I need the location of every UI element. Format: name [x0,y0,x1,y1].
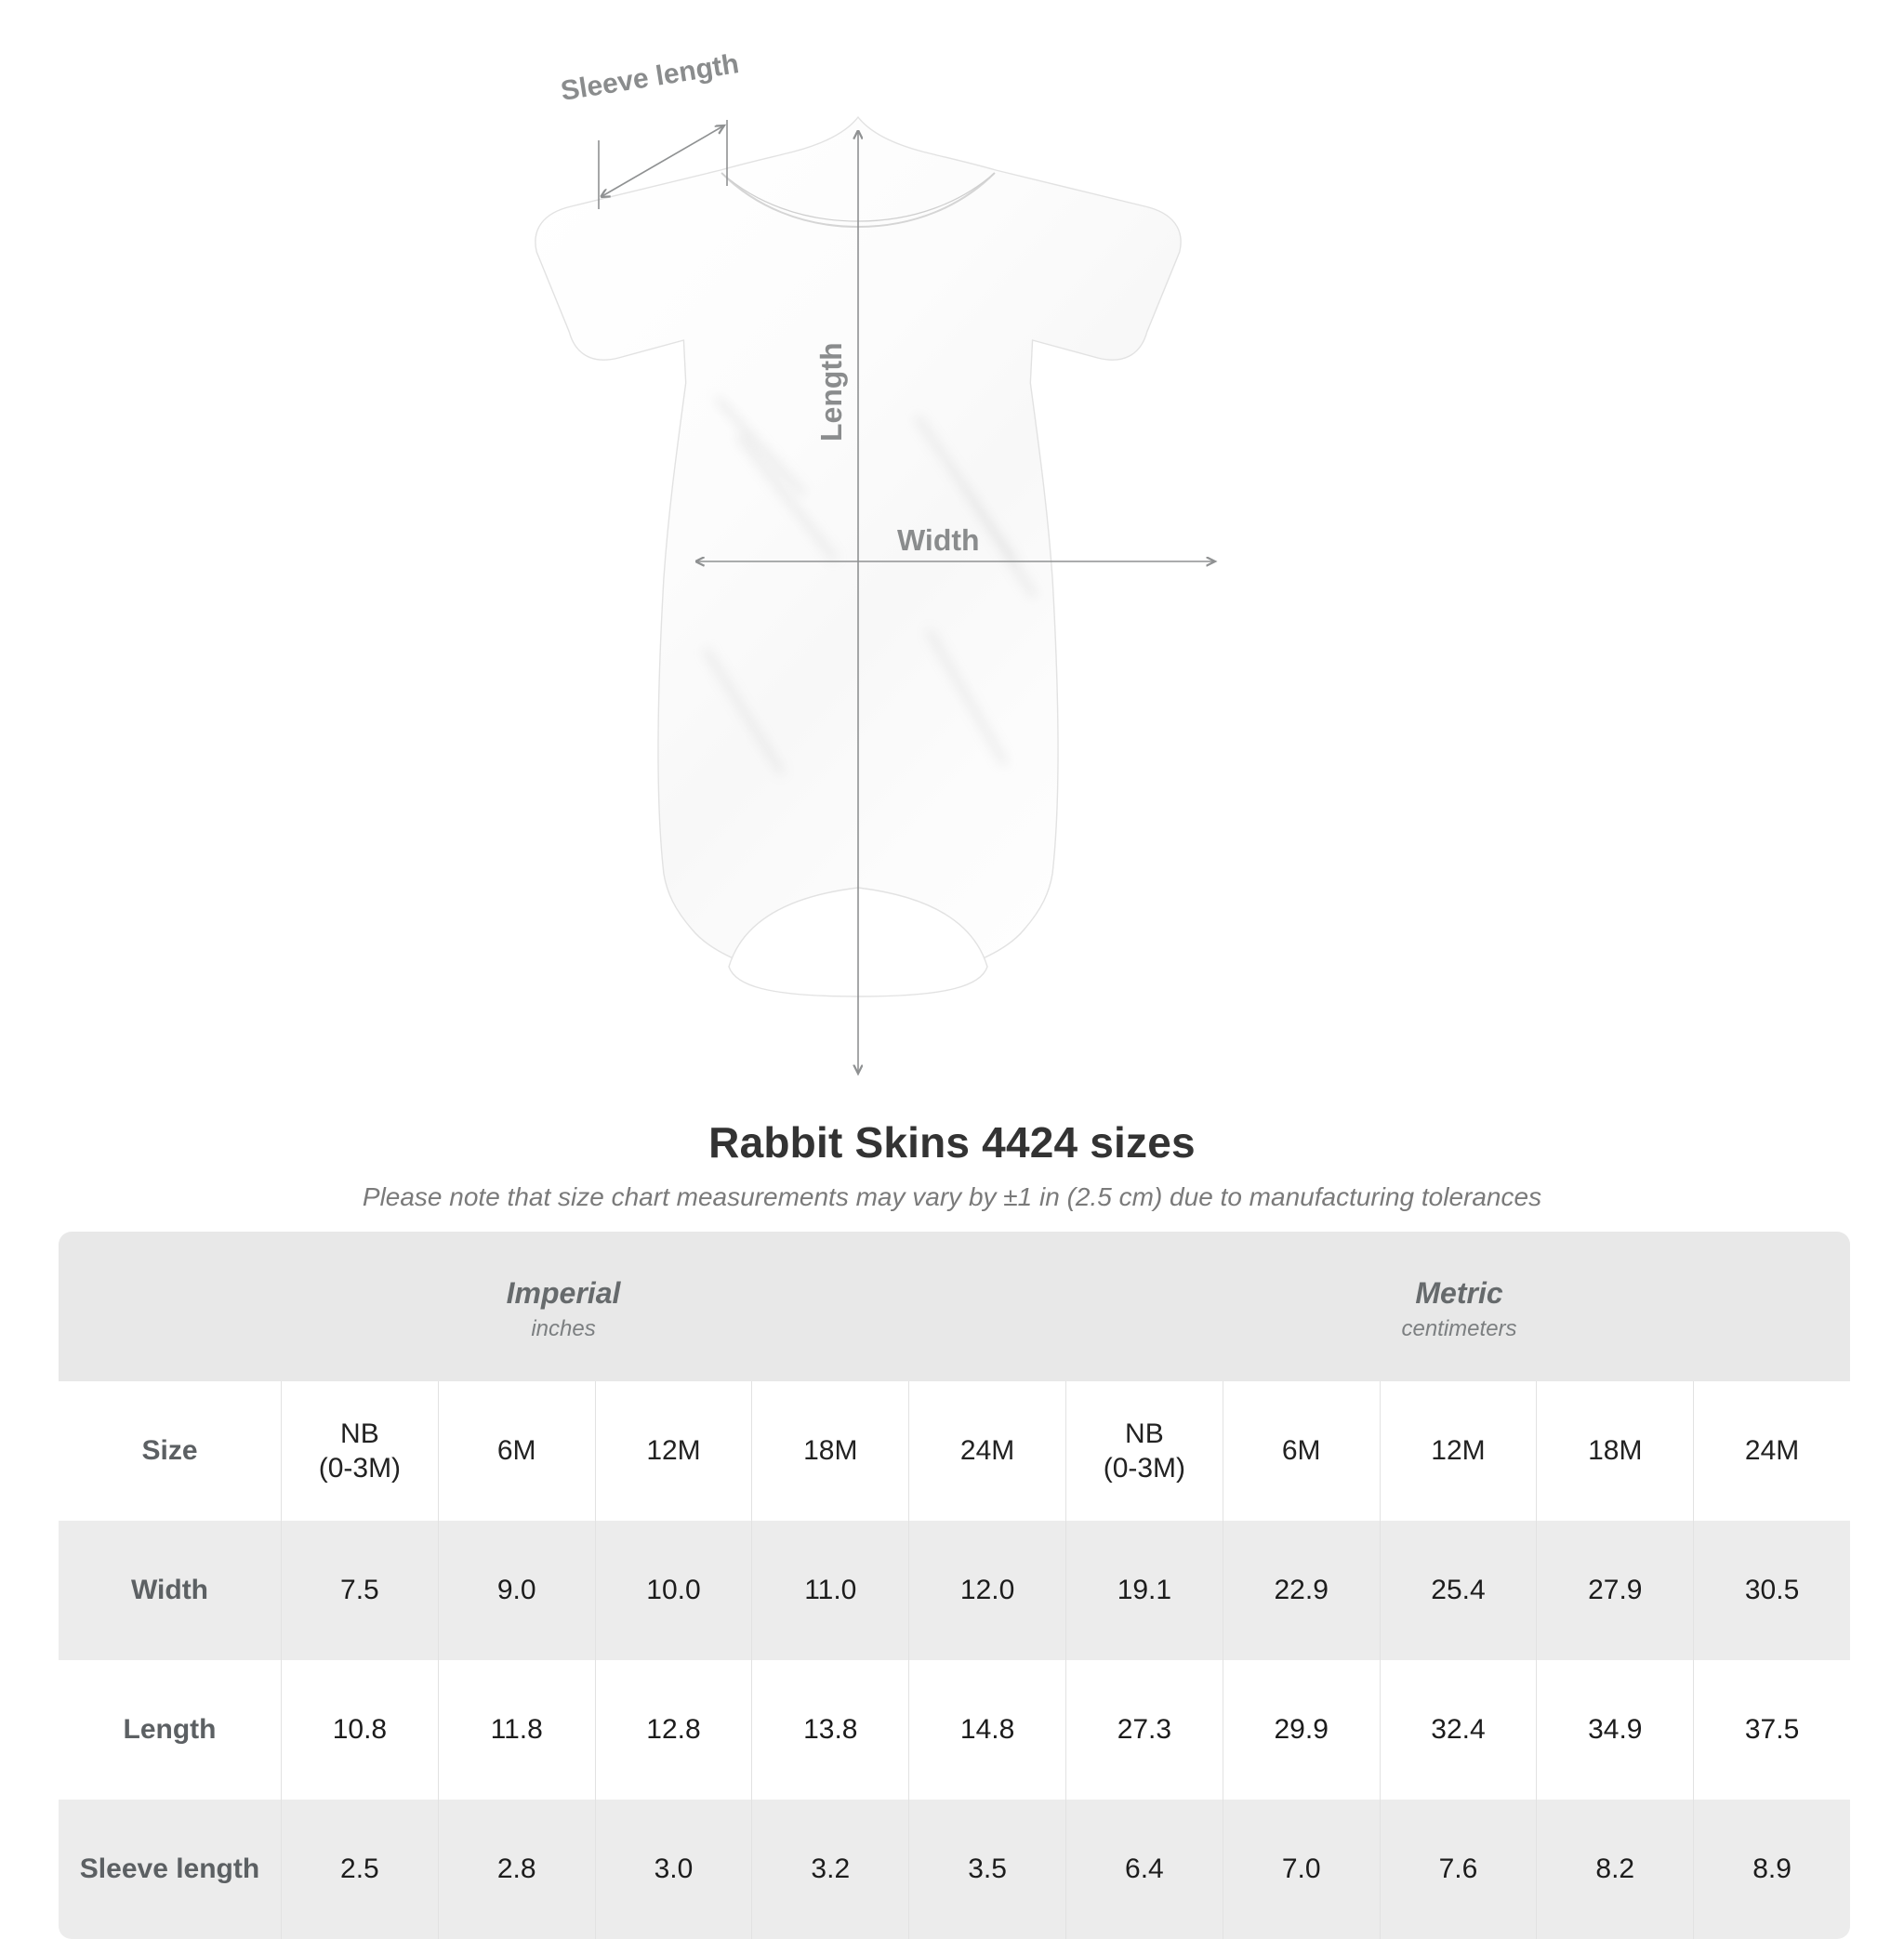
svg-text:Length: Length [814,342,848,442]
svg-text:Width: Width [897,523,980,557]
svg-text:Sleeve length: Sleeve length [559,48,741,107]
